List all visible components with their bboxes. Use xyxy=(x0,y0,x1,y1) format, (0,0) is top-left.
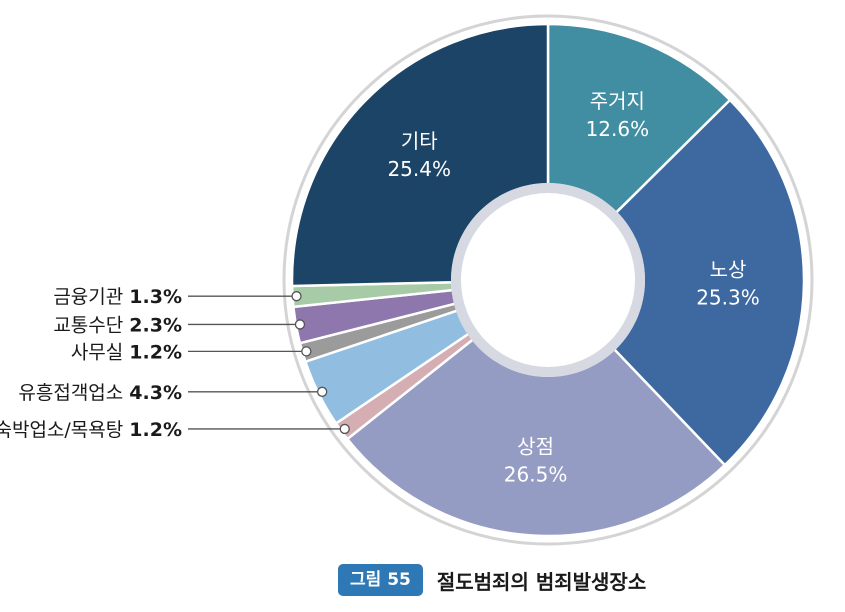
donut-hole xyxy=(451,183,645,377)
outside-label-사무실: 사무실 1.2% xyxy=(71,341,182,363)
leader-dot-교통수단 xyxy=(294,319,306,330)
slice-label-기타: 기타 xyxy=(401,129,438,153)
donut-chart: 주거지 12.6% 노상 25.3% 상점 26.5% 숙박업소/목욕탕 1.2% 유흥접객업… xyxy=(0,14,814,546)
figure-caption: 그림 55 절도범죄의 범죄발생장소 xyxy=(338,562,646,598)
outside-label-value-교통수단: 2.3% xyxy=(129,314,182,336)
outside-label-숙박업소-목욕탕: 숙박업소/목욕탕 1.2% xyxy=(0,419,182,441)
outside-label-금융기관: 금융기관 1.3% xyxy=(53,286,182,308)
leader-dot-사무실 xyxy=(301,346,312,357)
slice-label-노상: 노상 xyxy=(710,258,747,282)
outside-label-value-숙박업소-목욕탕: 1.2% xyxy=(129,419,182,441)
slice-value-상점: 26.5% xyxy=(504,463,568,487)
outside-label-value-사무실: 1.2% xyxy=(129,341,182,363)
outside-label-교통수단: 교통수단 2.3% xyxy=(53,314,182,336)
outer-ring xyxy=(282,14,814,546)
outside-label-name-금융기관: 금융기관 xyxy=(53,286,129,308)
slice-label-주거지: 주거지 xyxy=(590,89,645,113)
leader-dot-숙박업소-목욕탕 xyxy=(339,423,350,435)
outside-label-name-사무실: 사무실 xyxy=(71,341,129,363)
outside-label-name-교통수단: 교통수단 xyxy=(53,314,129,336)
figure-number-badge: 그림 55 xyxy=(338,564,423,596)
slice-label-상점: 상점 xyxy=(517,435,554,459)
outside-label-value-유흥접객업소: 4.3% xyxy=(129,382,182,404)
outside-label-유흥접객업소: 유흥접객업소 4.3% xyxy=(18,382,182,404)
leader-dot-금융기관 xyxy=(291,291,302,302)
outside-label-value-금융기관: 1.3% xyxy=(129,286,182,308)
slice-value-주거지: 12.6% xyxy=(586,117,650,141)
slice-value-노상: 25.3% xyxy=(696,286,760,310)
leader-dot-유흥접객업소 xyxy=(317,386,328,397)
outside-label-name-숙박업소-목욕탕: 숙박업소/목욕탕 xyxy=(0,419,129,441)
figure-title: 절도범죄의 범죄발생장소 xyxy=(436,569,647,594)
donut-inner-rim xyxy=(451,183,645,377)
slice-value-기타: 25.4% xyxy=(387,157,451,181)
outside-label-name-유흥접객업소: 유흥접객업소 xyxy=(18,382,129,404)
